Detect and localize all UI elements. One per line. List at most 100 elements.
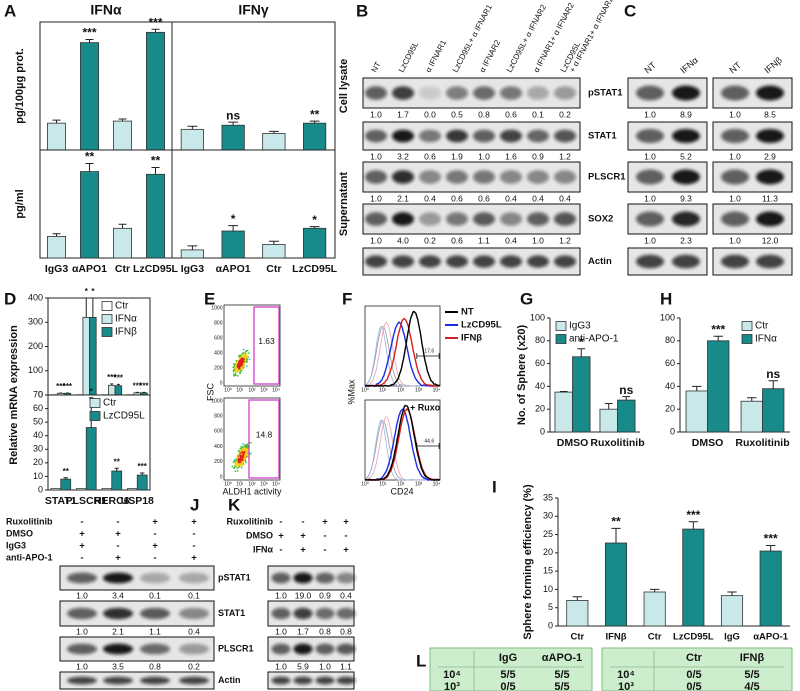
error-bar <box>649 588 660 592</box>
blot-band <box>419 212 441 226</box>
quantification: 1.0 <box>76 626 88 636</box>
blot-band <box>179 572 209 584</box>
blot-band <box>365 212 387 226</box>
bar <box>720 595 744 627</box>
event-dot <box>238 354 240 357</box>
y-tick-label: 20 <box>535 404 545 414</box>
blot-band <box>179 607 209 620</box>
y-tick-label: 80 <box>665 335 675 345</box>
y-tick-label: 0 <box>670 426 675 436</box>
treatment-label: DMSO <box>6 528 33 538</box>
event-dot <box>235 370 238 373</box>
quantification: 0.1 <box>188 590 200 600</box>
x-tick-label: Ctr <box>570 632 584 643</box>
x-tick-label: 10² <box>248 481 256 487</box>
event-dot <box>240 456 242 459</box>
y-tick-label: 200 <box>28 341 43 351</box>
event-dot <box>234 366 237 369</box>
error-bar <box>91 297 95 318</box>
treatment-sign: + <box>152 517 158 528</box>
quantification: 1.1 <box>478 235 490 245</box>
significance-label: *** <box>133 381 143 390</box>
x-tick-label: Ctr <box>266 263 281 275</box>
blot-band <box>271 676 291 685</box>
event-dot <box>241 464 243 466</box>
treatment-label: Ruxolitinib <box>227 516 274 526</box>
x-tick-label: HERC6 <box>94 495 130 507</box>
blot-band <box>554 255 576 268</box>
bar <box>101 488 113 491</box>
blot-band <box>293 607 313 620</box>
y-tick-label: 60 <box>33 403 43 413</box>
blot-band <box>315 643 335 655</box>
legend-swatch <box>101 327 113 337</box>
blot-band <box>527 86 549 100</box>
event-dot <box>247 352 250 354</box>
legend-label: Ctr <box>755 321 769 332</box>
event-dot <box>243 458 246 461</box>
quantification: 1.7 <box>297 626 309 636</box>
x-tick-label: IgG3 <box>45 263 68 275</box>
x-tick-label: 10² <box>397 387 405 393</box>
blot-band <box>271 607 291 620</box>
y-tick-label: 10 <box>33 471 43 481</box>
significance-label: * <box>91 287 95 296</box>
blot-band <box>672 211 700 227</box>
event-dot <box>234 470 237 473</box>
treatment-sign: - <box>301 517 304 528</box>
treatment-sign: + <box>278 531 284 542</box>
bar <box>60 478 72 491</box>
event-dot <box>233 365 236 367</box>
quantification: 0.8 <box>340 626 352 636</box>
event-dot <box>246 358 249 360</box>
significance-label: * <box>312 213 317 227</box>
bar <box>113 120 132 151</box>
lane-label: NT <box>642 60 658 76</box>
y-tick-label: 40 <box>33 430 43 440</box>
blot-band <box>392 86 414 100</box>
quantification: 0.8 <box>149 661 161 671</box>
error-bar <box>228 225 239 231</box>
gate <box>416 443 440 449</box>
event-dot <box>238 364 241 367</box>
y-axis-label: FSC <box>205 382 215 401</box>
y-axis-label: %Max <box>346 379 356 405</box>
gate <box>253 306 280 385</box>
lane-label: NT <box>370 60 383 74</box>
protein-label: Actin <box>588 256 612 267</box>
bar <box>180 249 204 259</box>
y-axis-label: pg/ml <box>14 189 26 218</box>
y-tick-label: 20 <box>665 404 675 414</box>
row-label: 10³ <box>444 681 460 691</box>
event-dot <box>240 466 243 469</box>
blot-band <box>271 572 291 584</box>
lane-label: IFNα <box>678 55 700 75</box>
blot-band <box>672 85 700 101</box>
bar <box>303 227 327 259</box>
error-bar <box>309 120 320 124</box>
quantification: 0.6 <box>424 151 436 161</box>
treatment-sign: - <box>323 545 326 556</box>
panel-letter: C <box>624 1 636 20</box>
x-tick-label: Ruxolitinib <box>735 437 789 449</box>
y-tick-label: 15 <box>543 566 553 576</box>
significance-label: *** <box>63 382 73 391</box>
protein-label: PLSCR1 <box>218 643 254 653</box>
quantification: 0.4 <box>424 193 436 203</box>
bar <box>643 591 666 627</box>
quantification: 4.0 <box>397 235 409 245</box>
blot-band <box>392 212 414 226</box>
event-dot <box>242 361 245 363</box>
blot-band <box>336 643 356 655</box>
error-bar <box>747 397 757 402</box>
quantification: 5.2 <box>680 151 692 161</box>
event-dot <box>241 352 244 355</box>
blot-band <box>140 572 170 584</box>
blot-band <box>419 255 441 268</box>
blot-band <box>554 170 576 184</box>
bar <box>221 230 245 259</box>
event-dot <box>240 445 243 448</box>
y-tick-label: 20 <box>543 547 553 557</box>
error-bar <box>187 125 198 130</box>
bar <box>50 488 62 491</box>
